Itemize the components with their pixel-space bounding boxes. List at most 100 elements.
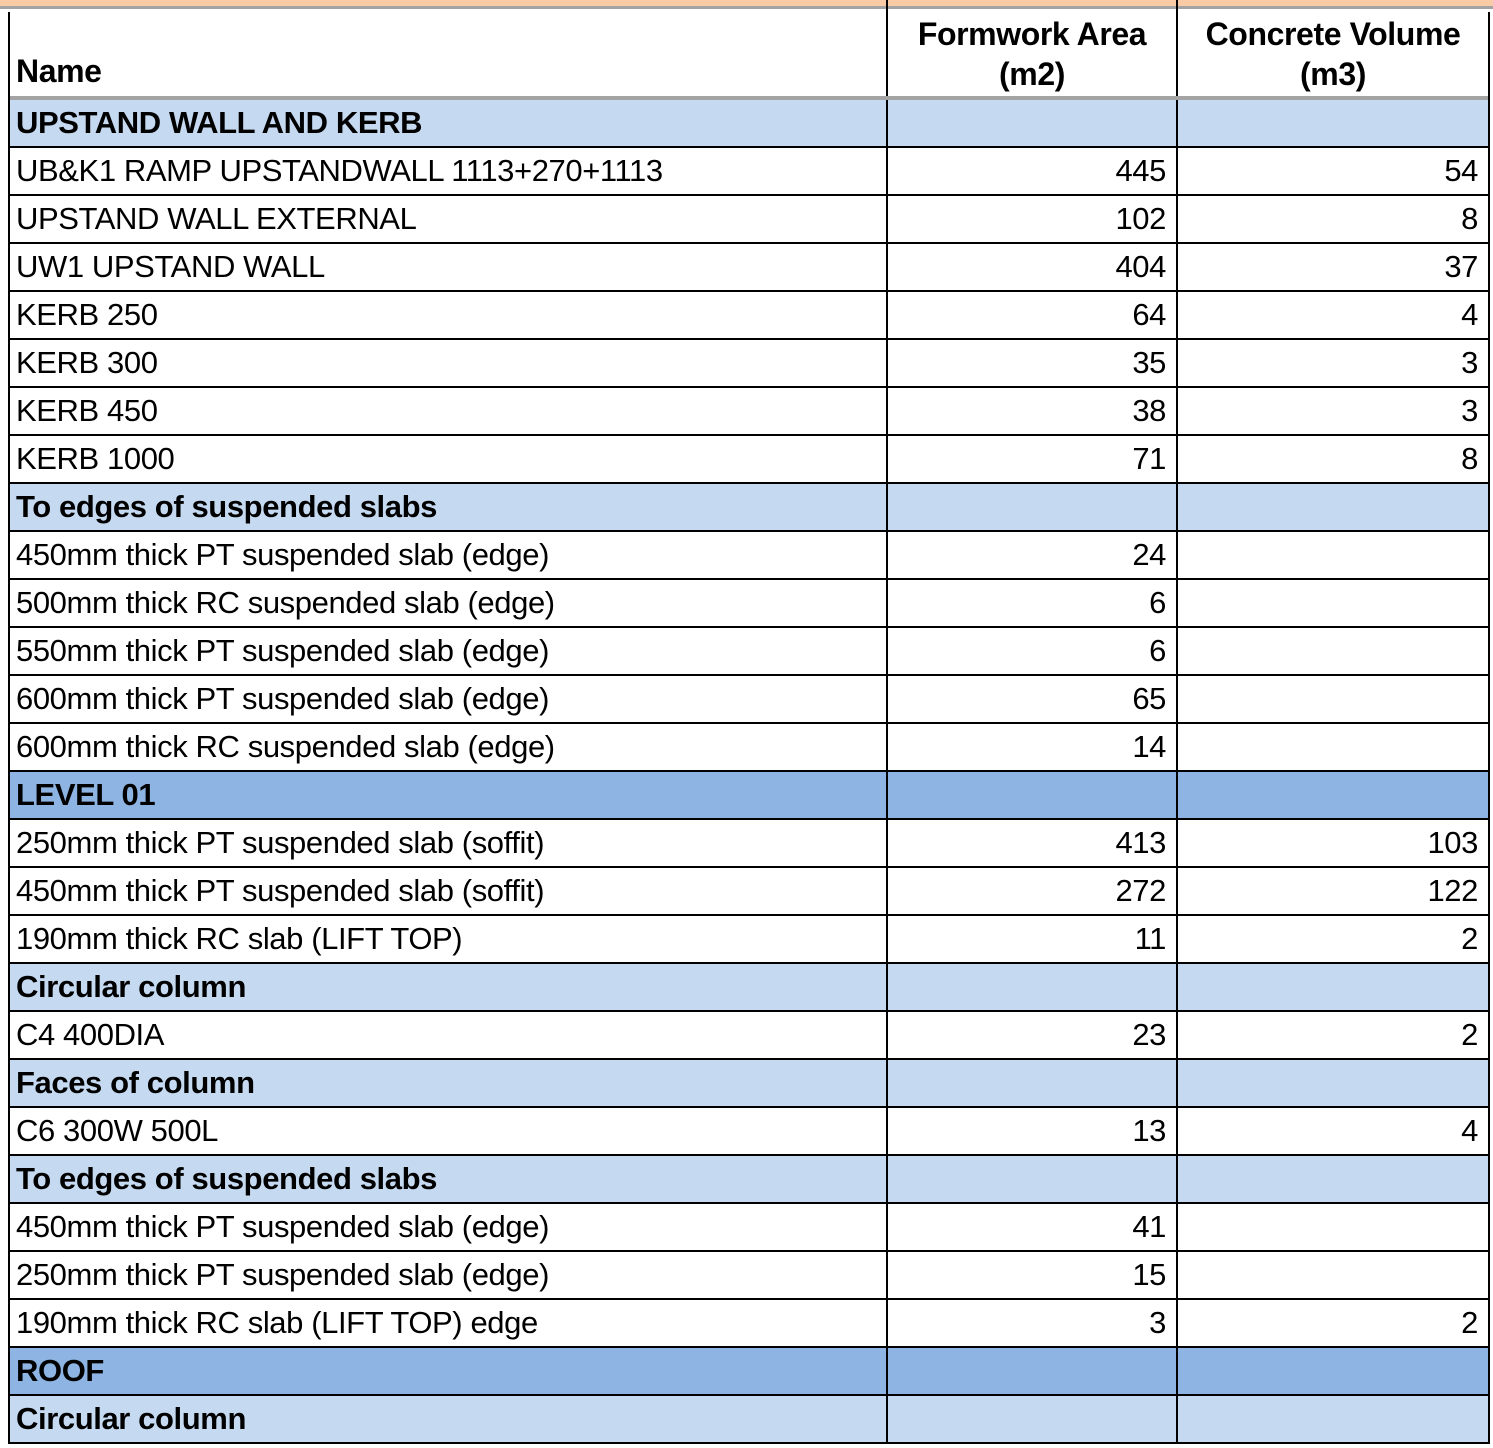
row-name-cell[interactable]: 600mm thick RC suspended slab (edge) [10,724,888,770]
section-row[interactable]: Circular column [10,964,1488,1012]
row-name-cell[interactable]: KERB 300 [10,340,888,386]
table-row[interactable]: C4 400DIA 23 2 [10,1012,1488,1060]
formwork-cell[interactable]: 272 [888,868,1178,914]
concrete-cell[interactable] [1178,532,1488,578]
concrete-cell[interactable] [1178,580,1488,626]
formwork-cell[interactable]: 6 [888,580,1178,626]
concrete-cell[interactable] [1178,1348,1488,1394]
table-row[interactable]: 250mm thick PT suspended slab (soffit) 4… [10,820,1488,868]
concrete-cell[interactable]: 4 [1461,297,1478,332]
table-row[interactable]: KERB 300 35 3 [10,340,1488,388]
column-header-formwork-area[interactable]: Formwork Area (m2) [888,12,1178,96]
section-name-cell[interactable]: Faces of column [10,1060,888,1106]
concrete-cell[interactable]: 3 [1461,345,1478,380]
row-name-cell[interactable]: 500mm thick RC suspended slab (edge) [10,580,888,626]
table-row[interactable]: 250mm thick PT suspended slab (edge) 15 [10,1252,1488,1300]
formwork-cell[interactable]: 23 [888,1012,1178,1058]
section-row[interactable]: To edges of suspended slabs [10,484,1488,532]
concrete-cell[interactable]: 4 [1461,1113,1478,1148]
level-row[interactable]: LEVEL 01 [10,772,1488,820]
concrete-cell[interactable] [1178,1396,1488,1442]
concrete-cell[interactable]: 2 [1461,921,1478,956]
formwork-cell[interactable] [888,1348,1178,1394]
table-row[interactable]: KERB 450 38 3 [10,388,1488,436]
table-row[interactable]: KERB 1000 71 8 [10,436,1488,484]
row-name-cell[interactable]: 550mm thick PT suspended slab (edge) [10,628,888,674]
column-header-concrete-volume[interactable]: Concrete Volume (m3) [1178,12,1488,96]
row-name-cell[interactable]: 190mm thick RC slab (LIFT TOP) [10,916,888,962]
concrete-cell[interactable] [1178,100,1488,146]
level-name-cell[interactable]: ROOF [10,1348,888,1394]
table-row[interactable]: UPSTAND WALL EXTERNAL 102 8 [10,196,1488,244]
formwork-cell[interactable] [888,1156,1178,1202]
concrete-cell[interactable]: 2 [1461,1305,1478,1340]
concrete-cell[interactable]: 54 [1444,153,1478,188]
row-name-cell[interactable]: UPSTAND WALL EXTERNAL [10,196,888,242]
row-name-cell[interactable]: 250mm thick PT suspended slab (edge) [10,1252,888,1298]
formwork-cell[interactable] [888,100,1178,146]
formwork-cell[interactable]: 35 [888,340,1178,386]
concrete-cell[interactable] [1178,484,1488,530]
formwork-cell[interactable]: 413 [888,820,1178,866]
section-row[interactable]: UPSTAND WALL AND KERB [10,100,1488,148]
section-name-cell[interactable]: UPSTAND WALL AND KERB [10,100,888,146]
level-name-cell[interactable]: LEVEL 01 [10,772,888,818]
concrete-cell[interactable] [1178,1204,1488,1250]
formwork-cell[interactable]: 404 [888,244,1178,290]
row-name-cell[interactable]: C4 400DIA [10,1012,888,1058]
formwork-cell[interactable]: 3 [888,1300,1178,1346]
level-row[interactable]: ROOF [10,1348,1488,1396]
formwork-cell[interactable] [888,964,1178,1010]
formwork-cell[interactable]: 14 [888,724,1178,770]
row-name-cell[interactable]: KERB 450 [10,388,888,434]
table-row[interactable]: 190mm thick RC slab (LIFT TOP) 11 2 [10,916,1488,964]
row-name-cell[interactable]: 190mm thick RC slab (LIFT TOP) edge [10,1300,888,1346]
concrete-cell[interactable]: 2 [1461,1017,1478,1052]
concrete-cell[interactable] [1178,724,1488,770]
table-row[interactable]: 450mm thick PT suspended slab (edge) 41 [10,1204,1488,1252]
concrete-cell[interactable] [1178,772,1488,818]
table-row[interactable]: 500mm thick RC suspended slab (edge) 6 [10,580,1488,628]
row-name-cell[interactable]: C6 300W 500L [10,1108,888,1154]
formwork-cell[interactable]: 64 [888,292,1178,338]
row-name-cell[interactable]: UW1 UPSTAND WALL [10,244,888,290]
concrete-cell[interactable] [1178,676,1488,722]
section-name-cell[interactable]: To edges of suspended slabs [10,484,888,530]
formwork-cell[interactable]: 13 [888,1108,1178,1154]
row-name-cell[interactable]: 600mm thick PT suspended slab (edge) [10,676,888,722]
row-name-cell[interactable]: 250mm thick PT suspended slab (soffit) [10,820,888,866]
row-name-cell[interactable]: 450mm thick PT suspended slab (edge) [10,1204,888,1250]
concrete-cell[interactable]: 103 [1427,825,1478,860]
formwork-cell[interactable]: 38 [888,388,1178,434]
concrete-cell[interactable]: 3 [1461,393,1478,428]
concrete-cell[interactable]: 8 [1461,441,1478,476]
section-name-cell[interactable]: Circular column [10,1396,888,1442]
table-row[interactable]: UB&K1 RAMP UPSTANDWALL 1113+270+1113 445… [10,148,1488,196]
section-row[interactable]: Circular column [10,1396,1488,1444]
concrete-cell[interactable]: 37 [1444,249,1478,284]
formwork-cell[interactable] [888,772,1178,818]
concrete-cell[interactable] [1178,1060,1488,1106]
formwork-cell[interactable]: 445 [888,148,1178,194]
section-name-cell[interactable]: Circular column [10,964,888,1010]
formwork-cell[interactable]: 15 [888,1252,1178,1298]
formwork-cell[interactable]: 65 [888,676,1178,722]
concrete-cell[interactable] [1178,964,1488,1010]
formwork-cell[interactable]: 71 [888,436,1178,482]
concrete-cell[interactable] [1178,1252,1488,1298]
section-row[interactable]: Faces of column [10,1060,1488,1108]
row-name-cell[interactable]: UB&K1 RAMP UPSTANDWALL 1113+270+1113 [10,148,888,194]
table-row[interactable]: 600mm thick RC suspended slab (edge) 14 [10,724,1488,772]
row-name-cell[interactable]: KERB 250 [10,292,888,338]
column-header-name[interactable]: Name [10,12,888,96]
formwork-cell[interactable]: 24 [888,532,1178,578]
formwork-cell[interactable]: 11 [888,916,1178,962]
formwork-cell[interactable]: 6 [888,628,1178,674]
formwork-cell[interactable] [888,1396,1178,1442]
concrete-cell[interactable] [1178,628,1488,674]
formwork-cell[interactable]: 41 [888,1204,1178,1250]
table-row[interactable]: 550mm thick PT suspended slab (edge) 6 [10,628,1488,676]
formwork-cell[interactable] [888,1060,1178,1106]
row-name-cell[interactable]: 450mm thick PT suspended slab (edge) [10,532,888,578]
table-row[interactable]: 600mm thick PT suspended slab (edge) 65 [10,676,1488,724]
